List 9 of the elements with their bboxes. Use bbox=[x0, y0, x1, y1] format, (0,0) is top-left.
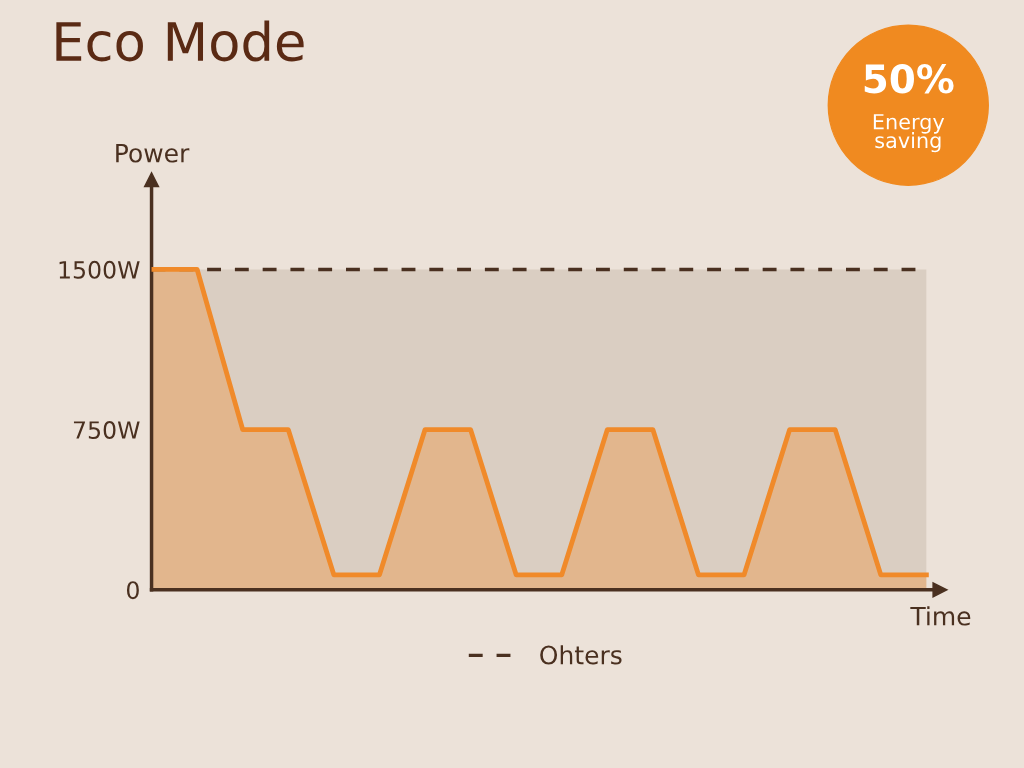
chart-title: Eco Mode bbox=[56, 20, 304, 62]
y-axis-title: Power bbox=[116, 143, 190, 163]
text: 50% bbox=[864, 64, 954, 94]
legend-label: Ohters bbox=[540, 645, 622, 665]
text: Energy saving bbox=[873, 114, 945, 153]
y-tick-label: 1500W bbox=[59, 260, 140, 279]
x-axis-title: Time bbox=[910, 606, 971, 626]
y-tick-label: 750W bbox=[73, 421, 140, 439]
y-tick-label: 0 bbox=[126, 581, 139, 600]
